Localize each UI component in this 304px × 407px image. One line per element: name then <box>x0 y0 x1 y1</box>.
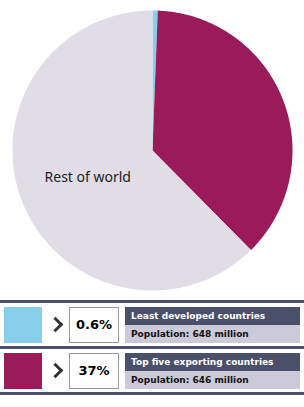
html-text:0.6%: 0.6% <box>76 317 112 332</box>
html-text:37%: 37% <box>78 363 110 378</box>
html-text:Top five exporting countries: Top five exporting countries <box>131 356 274 367</box>
html-text:Population: 648 million: Population: 648 million <box>131 328 249 339</box>
html-text:Least developed countries: Least developed countries <box>131 310 266 321</box>
html-text:Population: 646 million: Population: 646 million <box>131 374 249 385</box>
svg-text:Rest of world: Rest of world <box>45 167 131 186</box>
